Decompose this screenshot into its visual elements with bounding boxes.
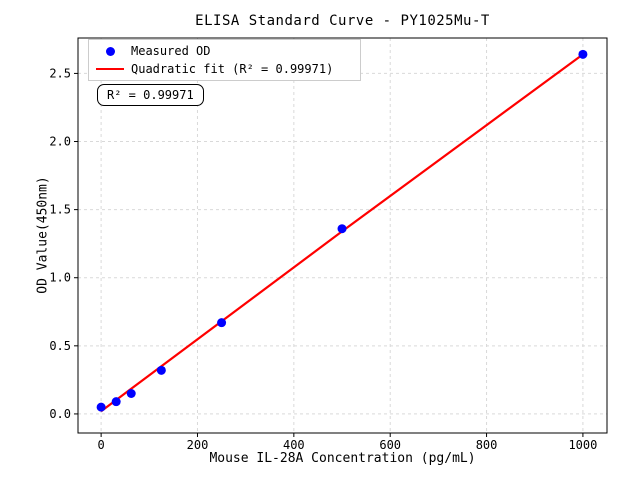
- measured-od-dot-icon: [105, 46, 115, 56]
- y-tick-label: 2.5: [49, 66, 71, 80]
- chart-title: ELISA Standard Curve - PY1025Mu-T: [195, 13, 490, 29]
- x-tick-label: 400: [283, 438, 305, 452]
- legend-item-quadratic-fit: Quadratic fit (R² = 0.99971): [89, 60, 360, 78]
- x-tick-label: 1000: [568, 438, 597, 452]
- legend-marker-column: [89, 68, 131, 70]
- legend-label-measured-od: Measured OD: [131, 44, 211, 58]
- data-point: [96, 402, 106, 412]
- x-axis-label: Mouse IL-28A Concentration (pg/mL): [209, 451, 476, 466]
- r-squared-annotation: R² = 0.99971: [97, 84, 204, 106]
- legend-marker-column: [89, 46, 131, 56]
- legend: Measured OD Quadratic fit (R² = 0.99971): [88, 39, 361, 81]
- y-tick-label: 2.0: [49, 135, 71, 149]
- quadratic-fit-line-icon: [96, 68, 124, 70]
- data-point: [337, 224, 347, 234]
- data-point: [217, 318, 227, 328]
- x-tick-label: 0: [98, 438, 105, 452]
- data-point: [111, 397, 121, 407]
- y-axis-label: OD Value(450nm): [35, 176, 51, 294]
- data-point: [578, 49, 588, 59]
- y-tick-label: 1.5: [49, 203, 71, 217]
- y-tick-label: 0.0: [49, 407, 71, 421]
- data-point: [126, 389, 136, 398]
- legend-item-measured-od: Measured OD: [89, 42, 360, 60]
- y-tick-label: 0.5: [49, 339, 71, 353]
- x-tick-label: 600: [379, 438, 401, 452]
- y-tick-label: 1.0: [49, 271, 71, 285]
- legend-label-quadratic-fit: Quadratic fit (R² = 0.99971): [131, 62, 334, 76]
- x-tick-label: 800: [476, 438, 498, 452]
- plot-border: [77, 37, 608, 434]
- data-point: [156, 365, 166, 375]
- x-tick-label: 200: [187, 438, 209, 452]
